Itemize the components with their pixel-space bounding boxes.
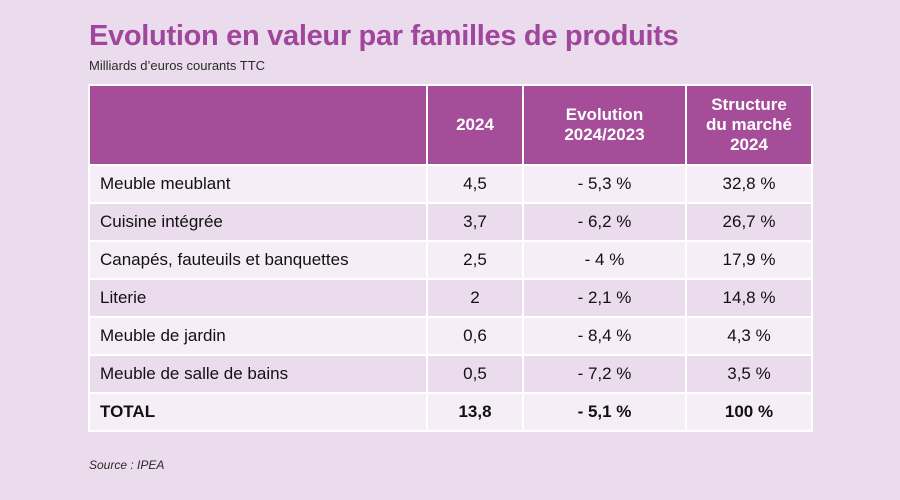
table-row: Cuisine intégrée 3,7 - 6,2 % 26,7 % [88,202,813,242]
table-row: Canapés, fauteuils et banquettes 2,5 - 4… [88,240,813,280]
row-evolution: - 8,4 % [522,316,687,356]
total-label: TOTAL [88,392,428,432]
header-empty [88,84,428,166]
header-structure-line-2: du marché [706,115,792,134]
total-evolution: - 5,1 % [522,392,687,432]
row-evolution: - 6,2 % [522,202,687,242]
header-structure-line-1: Structure [711,95,787,114]
header-evolution: Evolution 2024/2023 [522,84,687,166]
row-label: Canapés, fauteuils et banquettes [88,240,428,280]
header-evolution-line-2: 2024/2023 [564,125,645,144]
row-value-2024: 2,5 [426,240,524,280]
table-row: Literie 2 - 2,1 % 14,8 % [88,278,813,318]
header-structure: Structure du marché 2024 [685,84,813,166]
table-row: Meuble de jardin 0,6 - 8,4 % 4,3 % [88,316,813,356]
row-label: Cuisine intégrée [88,202,428,242]
row-label: Meuble meublant [88,164,428,204]
row-structure: 4,3 % [685,316,813,356]
row-structure: 3,5 % [685,354,813,394]
row-value-2024: 0,5 [426,354,524,394]
header-2024: 2024 [426,84,524,166]
header-structure-line-3: 2024 [730,135,768,154]
row-label: Meuble de jardin [88,316,428,356]
row-evolution: - 7,2 % [522,354,687,394]
row-value-2024: 3,7 [426,202,524,242]
row-structure: 14,8 % [685,278,813,318]
row-structure: 32,8 % [685,164,813,204]
header-2024-line: 2024 [456,115,494,134]
row-structure: 17,9 % [685,240,813,280]
row-label: Literie [88,278,428,318]
row-evolution: - 4 % [522,240,687,280]
header-evolution-line-1: Evolution [565,105,644,124]
row-label: Meuble de salle de bains [88,354,428,394]
row-evolution: - 5,3 % [522,164,687,204]
total-value-2024: 13,8 [426,392,524,432]
source-note: Source : IPEA [89,458,165,472]
chart-title: Evolution en valeur par familles de prod… [89,20,679,52]
total-structure: 100 % [685,392,813,432]
row-value-2024: 2 [426,278,524,318]
total-row: TOTAL 13,8 - 5,1 % 100 % [88,392,813,432]
row-evolution: - 2,1 % [522,278,687,318]
row-value-2024: 4,5 [426,164,524,204]
row-structure: 26,7 % [685,202,813,242]
table-row: Meuble meublant 4,5 - 5,3 % 32,8 % [88,164,813,204]
data-table: 2024 Evolution 2024/2023 Structure du ma… [88,84,813,432]
chart-subtitle: Milliards d’euros courants TTC [89,58,266,73]
table-row: Meuble de salle de bains 0,5 - 7,2 % 3,5… [88,354,813,394]
header-row: 2024 Evolution 2024/2023 Structure du ma… [88,84,813,166]
row-value-2024: 0,6 [426,316,524,356]
